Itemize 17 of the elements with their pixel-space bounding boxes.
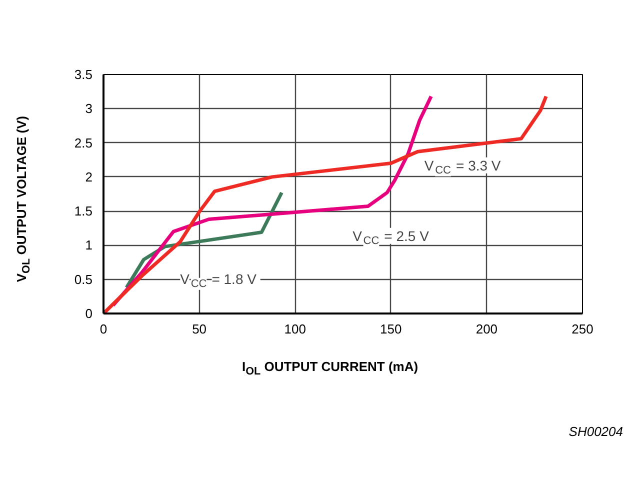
- x-tick-label: 150: [380, 322, 402, 336]
- x-axis-title: I$_{OL}$ OUTPUT CURRENT (mA): [242, 358, 418, 380]
- x-tick-label: 100: [284, 322, 306, 336]
- line-series: [104, 94, 548, 314]
- y-tick-label: 2: [85, 169, 93, 184]
- x-tick-label: 200: [476, 322, 498, 336]
- x-tick-label: 0: [100, 322, 108, 336]
- y-tick-label: 2.5: [74, 135, 93, 150]
- x-tick-label: 250: [572, 322, 594, 336]
- y-tick-label: 3.5: [74, 67, 93, 82]
- y-tick-label: 0: [85, 306, 93, 321]
- y-tick-label: 1.5: [74, 204, 93, 219]
- x-tick-label: 50: [192, 322, 207, 336]
- y-tick-label: 3: [85, 101, 93, 116]
- y-tick-label: 1: [85, 238, 93, 253]
- text: SH00204: [568, 423, 623, 441]
- y-tick-label: 0.5: [74, 272, 93, 287]
